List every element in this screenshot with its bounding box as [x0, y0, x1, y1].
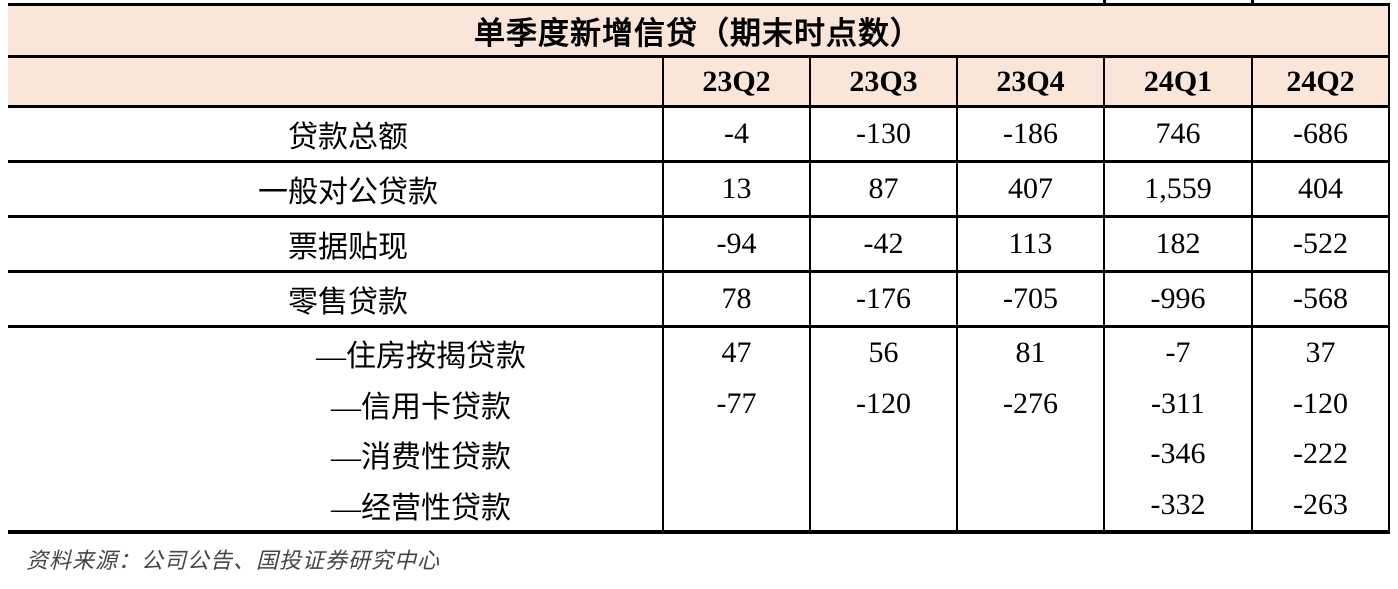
table-cell: -222 [1251, 429, 1390, 480]
row-label: 票据贴现 [8, 218, 662, 273]
table-cell: -42 [809, 218, 956, 273]
table-cell: -263 [1251, 479, 1390, 530]
table-cell: 404 [1251, 163, 1390, 218]
table-cell: 78 [662, 273, 809, 328]
sub-row-label: —经营性贷款 [331, 491, 511, 525]
table-title: 单季度新增信贷（期末时点数） [8, 6, 1390, 58]
table-cell: -4 [662, 108, 809, 163]
table-cell: -94 [662, 218, 809, 273]
column-header: 23Q3 [809, 58, 956, 108]
table-cell: -311 [1103, 378, 1251, 429]
table-cell [809, 429, 956, 480]
row-label: 零售贷款 [8, 273, 662, 328]
table-cell: -186 [956, 108, 1103, 163]
source-note: 资料来源：公司公告、国投证券研究中心 [26, 548, 441, 573]
credit-table-figure: 单季度新增信贷（期末时点数） 23Q2 23Q3 23Q4 24Q1 24Q2 … [8, 0, 1390, 575]
table-cell: 81 [956, 328, 1103, 379]
table-cell: -176 [809, 273, 956, 328]
table-cell: -77 [662, 378, 809, 429]
table-cell [662, 429, 809, 480]
column-header: 24Q1 [1103, 58, 1251, 108]
table-cell: -120 [1251, 378, 1390, 429]
column-header: 23Q4 [956, 58, 1103, 108]
table-cell: -346 [1103, 429, 1251, 480]
table-cell: -522 [1251, 218, 1390, 273]
column-header: 23Q2 [662, 58, 809, 108]
row-label: 贷款总额 [8, 108, 662, 163]
credit-table: 23Q2 23Q3 23Q4 24Q1 24Q2 贷款总额 -4 -130 -1… [8, 58, 1390, 534]
row-label: 一般对公贷款 [8, 163, 662, 218]
table-cell [662, 479, 809, 530]
table-cell: -996 [1103, 273, 1251, 328]
table-cell: 746 [1103, 108, 1251, 163]
table-cell: -686 [1251, 108, 1390, 163]
table-cell: -276 [956, 378, 1103, 429]
cropped-row-remnant [8, 0, 1390, 3]
table-cell: 1,559 [1103, 163, 1251, 218]
sub-row-label: —住房按揭贷款 [316, 340, 526, 374]
table-cell [956, 429, 1103, 480]
table-cell [809, 479, 956, 530]
remnant-column-tick [1251, 0, 1254, 3]
table-cell: -7 [1103, 328, 1251, 379]
table-cell [956, 479, 1103, 530]
column-header-empty [8, 58, 662, 108]
table-cell: 56 [809, 328, 956, 379]
table-cell: -705 [956, 273, 1103, 328]
table-cell: -568 [1251, 273, 1390, 328]
sub-row-label: —信用卡贷款 [331, 390, 511, 424]
table-cell: -120 [809, 378, 956, 429]
column-header: 24Q2 [1251, 58, 1390, 108]
table-cell: 113 [956, 218, 1103, 273]
table-cell: 182 [1103, 218, 1251, 273]
table-cell: 37 [1251, 328, 1390, 379]
remnant-column-tick [1103, 0, 1106, 3]
table-cell: 47 [662, 328, 809, 379]
table-cell: 407 [956, 163, 1103, 218]
table-cell: -130 [809, 108, 956, 163]
table-cell: 13 [662, 163, 809, 218]
table-top-rule [8, 3, 1390, 6]
sub-row-label: —消费性贷款 [331, 441, 511, 475]
table-cell: 87 [809, 163, 956, 218]
table-cell: -332 [1103, 479, 1251, 530]
